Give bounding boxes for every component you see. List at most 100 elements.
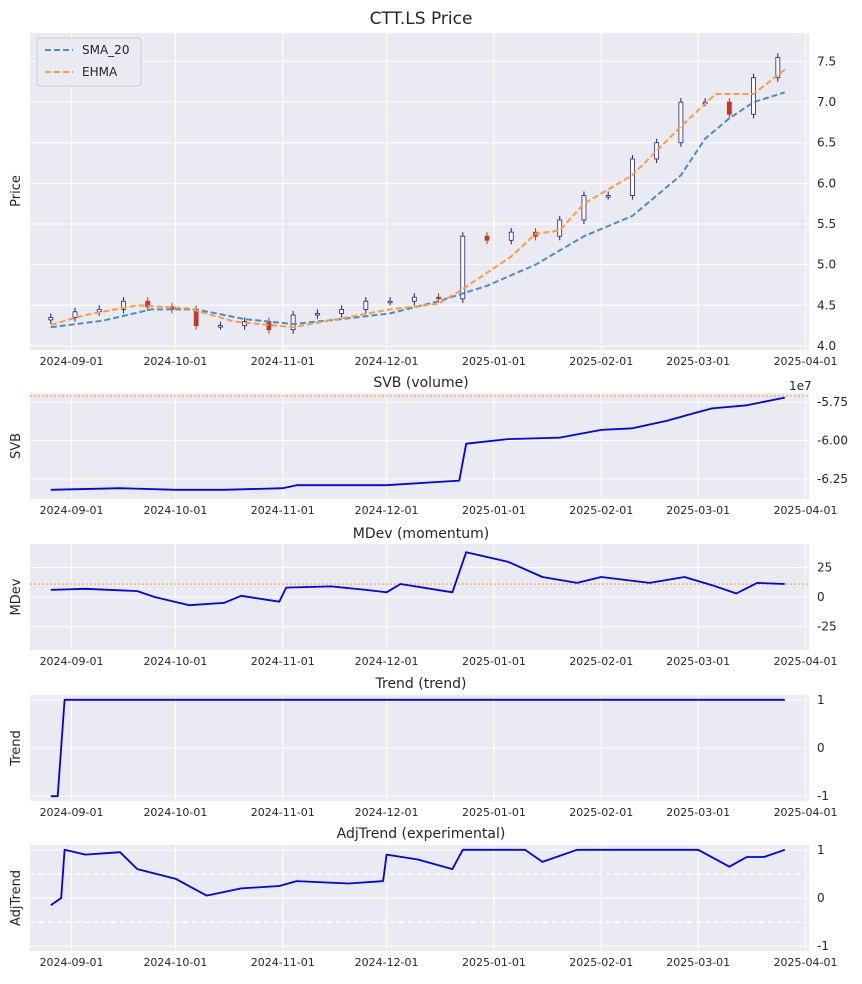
svb-x-tick-label: 2025-03-01 [666,504,730,517]
adjtrend-series-line [50,848,786,906]
mdev-x-tick-label: 2025-03-01 [666,655,730,668]
adjtrend-marks [30,848,809,923]
mdev-y-tick-label: 0 [817,590,825,604]
candle-body [411,296,417,302]
trend-x-ticks: 2024-09-01 2024-10-01 2024-11-01 2024-12-01… [40,806,838,819]
candle-body [314,313,320,316]
price-y-tick-label: 7.0 [817,95,836,109]
candle-body [726,101,732,115]
mdev-x-tick-label: 2024-09-01 [40,655,104,668]
price-marks [48,53,786,334]
price-x-ticks: 2024-09-01 2024-10-01 2024-11-01 2024-12-01… [40,355,838,368]
price-x-tick-label: 2024-10-01 [143,355,207,368]
trend-series-line [50,698,785,798]
mdev-y-ticks: -25 0 25 [817,561,837,634]
adjtrend-x-tick-label: 2024-11-01 [251,956,315,969]
candle-body [363,300,369,310]
price-legend: SMA_20 EHMA [36,37,142,87]
trend-x-tick-label: 2025-01-01 [462,806,526,819]
adjtrend-x-tick-label: 2024-10-01 [143,956,207,969]
adjtrend-y-axis-label: AdjTrend [9,870,24,926]
legend-sma-label: SMA_20 [82,43,129,57]
svb-y-tick-label: -6.25 [817,472,848,486]
svb-x-tick-label: 2024-11-01 [251,504,315,517]
candle-body [508,231,514,241]
mdev-x-tick-label: 2025-02-01 [569,655,633,668]
trend-panel: Trend (trend) 2024-09-01 2024-10-01 2024-1… [9,676,838,819]
candle-body [290,314,296,331]
svb-x-tick-label: 2024-12-01 [355,504,419,517]
mdev-y-axis-label: MDev [9,578,24,615]
adjtrend-y-tick-label: 1 [817,843,825,857]
legend-ehma-label: EHMA [82,65,118,79]
svb-series-line [50,396,785,491]
trend-y-tick-label: 0 [817,741,825,755]
adjtrend-x-ticks: 2024-09-01 2024-10-01 2024-11-01 2024-12-01… [40,956,838,969]
price-x-tick-label: 2024-12-01 [355,355,419,368]
candle-body [678,101,684,144]
svb-grid [30,393,809,499]
candle-body [630,158,635,196]
price-y-tick-label: 5.0 [817,258,836,272]
svb-y-tick-label: -6.00 [817,434,848,448]
price-x-tick-label: 2024-11-01 [251,355,315,368]
mdev-y-tick-label: 25 [817,561,832,575]
adjtrend-x-tick-label: 2025-01-01 [462,956,526,969]
candle-body [460,235,466,300]
adjtrend-x-tick-label: 2024-12-01 [355,956,419,969]
mdev-panel: MDev (momentum) 2024-09-01 2024-10-01 2024… [9,526,838,668]
svb-x-tick-label: 2024-10-01 [143,504,207,517]
candle-body [484,235,490,241]
price-chart-title: CTT.LS Price [370,9,473,29]
trend-x-tick-label: 2024-11-01 [251,806,315,819]
candle-body [654,142,660,160]
svb-marks [30,395,809,491]
candle-body [339,308,345,314]
candle-body [751,77,757,115]
candle-body [605,195,611,198]
price-y-tick-label: 4.5 [817,298,836,312]
svb-y-axis-label: SVB [9,433,24,459]
trend-x-tick-label: 2024-10-01 [143,806,207,819]
mdev-x-tick-label: 2025-04-01 [774,655,838,668]
trend-x-tick-label: 2024-12-01 [355,806,419,819]
adjtrend-chart-title: AdjTrend (experimental) [337,826,506,842]
svb-x-tick-label: 2024-09-01 [40,504,104,517]
candle-body [121,300,126,310]
candle-body [387,300,393,304]
mdev-x-tick-label: 2024-11-01 [251,655,315,668]
mdev-x-tick-label: 2024-10-01 [143,655,207,668]
ehma-series-line [50,68,786,329]
price-y-ticks: 4.0 4.5 5.0 5.5 6.0 6.5 7.0 7.5 [817,54,836,352]
adjtrend-y-tick-label: 0 [817,891,825,905]
adjtrend-y-tick-label: -1 [817,939,829,953]
mdev-x-ticks: 2024-09-01 2024-10-01 2024-11-01 2024-12-01… [40,655,838,668]
price-x-tick-label: 2025-02-01 [569,355,633,368]
candle-body [581,195,587,221]
price-x-tick-label: 2025-04-01 [774,355,838,368]
adjtrend-panel: AdjTrend (experimental) 2024-09-01 2024-1… [9,826,838,969]
trend-y-axis-label: Trend [9,730,24,767]
trend-x-tick-label: 2025-04-01 [774,806,838,819]
svb-x-tick-label: 2025-01-01 [462,504,526,517]
svb-y-tick-label: -5.75 [817,395,848,409]
price-y-tick-label: 6.5 [817,136,836,150]
price-x-tick-label: 2025-01-01 [462,355,526,368]
trend-y-tick-label: -1 [817,789,829,803]
adjtrend-x-tick-label: 2024-09-01 [40,956,104,969]
price-y-tick-label: 4.0 [817,339,836,353]
trend-x-tick-label: 2025-03-01 [666,806,730,819]
mdev-x-tick-label: 2024-12-01 [355,655,419,668]
price-x-tick-label: 2024-09-01 [40,355,104,368]
adjtrend-y-ticks: -1 0 1 [817,843,829,953]
trend-marks [50,698,785,798]
adjtrend-x-tick-label: 2025-04-01 [774,956,838,969]
mdev-x-tick-label: 2025-01-01 [462,655,526,668]
trend-x-tick-label: 2025-02-01 [569,806,633,819]
adjtrend-x-tick-label: 2025-03-01 [666,956,730,969]
trend-chart-title: Trend (trend) [375,676,467,692]
svb-x-tick-label: 2025-02-01 [569,504,633,517]
svb-x-tick-label: 2025-04-01 [774,504,838,517]
svb-scale-label: 1e7 [789,379,812,393]
